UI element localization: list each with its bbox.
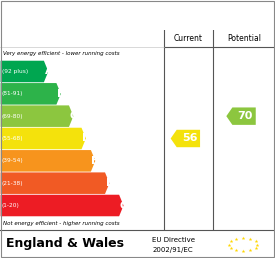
Text: (21-38): (21-38) — [2, 181, 24, 186]
Polygon shape — [1, 105, 73, 127]
Text: A: A — [45, 67, 53, 76]
Text: F: F — [106, 178, 113, 188]
Text: (55-68): (55-68) — [2, 136, 24, 141]
Polygon shape — [170, 130, 200, 147]
Text: 56: 56 — [182, 133, 197, 143]
Text: E: E — [92, 156, 99, 166]
Text: D: D — [82, 133, 91, 143]
Text: (39-54): (39-54) — [2, 158, 24, 163]
Text: (69-80): (69-80) — [2, 114, 24, 119]
Text: (92 plus): (92 plus) — [2, 69, 28, 74]
Text: B: B — [57, 89, 65, 99]
Text: Potential: Potential — [227, 34, 261, 43]
Polygon shape — [226, 107, 256, 125]
Text: G: G — [120, 200, 129, 211]
Polygon shape — [1, 150, 95, 172]
Text: Very energy efficient - lower running costs: Very energy efficient - lower running co… — [3, 51, 119, 56]
Polygon shape — [1, 83, 61, 104]
Text: Energy Efficiency Rating: Energy Efficiency Rating — [8, 8, 210, 23]
Text: 70: 70 — [238, 111, 253, 121]
Polygon shape — [1, 128, 86, 149]
Text: Current: Current — [174, 34, 203, 43]
Polygon shape — [1, 172, 109, 194]
Text: C: C — [70, 111, 78, 121]
Text: England & Wales: England & Wales — [6, 237, 123, 250]
Polygon shape — [1, 195, 123, 216]
Polygon shape — [1, 61, 48, 82]
Text: Not energy efficient - higher running costs: Not energy efficient - higher running co… — [3, 221, 119, 226]
Text: (81-91): (81-91) — [2, 91, 23, 96]
Text: 2002/91/EC: 2002/91/EC — [153, 247, 194, 253]
Text: (1-20): (1-20) — [2, 203, 20, 208]
Text: EU Directive: EU Directive — [152, 237, 195, 243]
